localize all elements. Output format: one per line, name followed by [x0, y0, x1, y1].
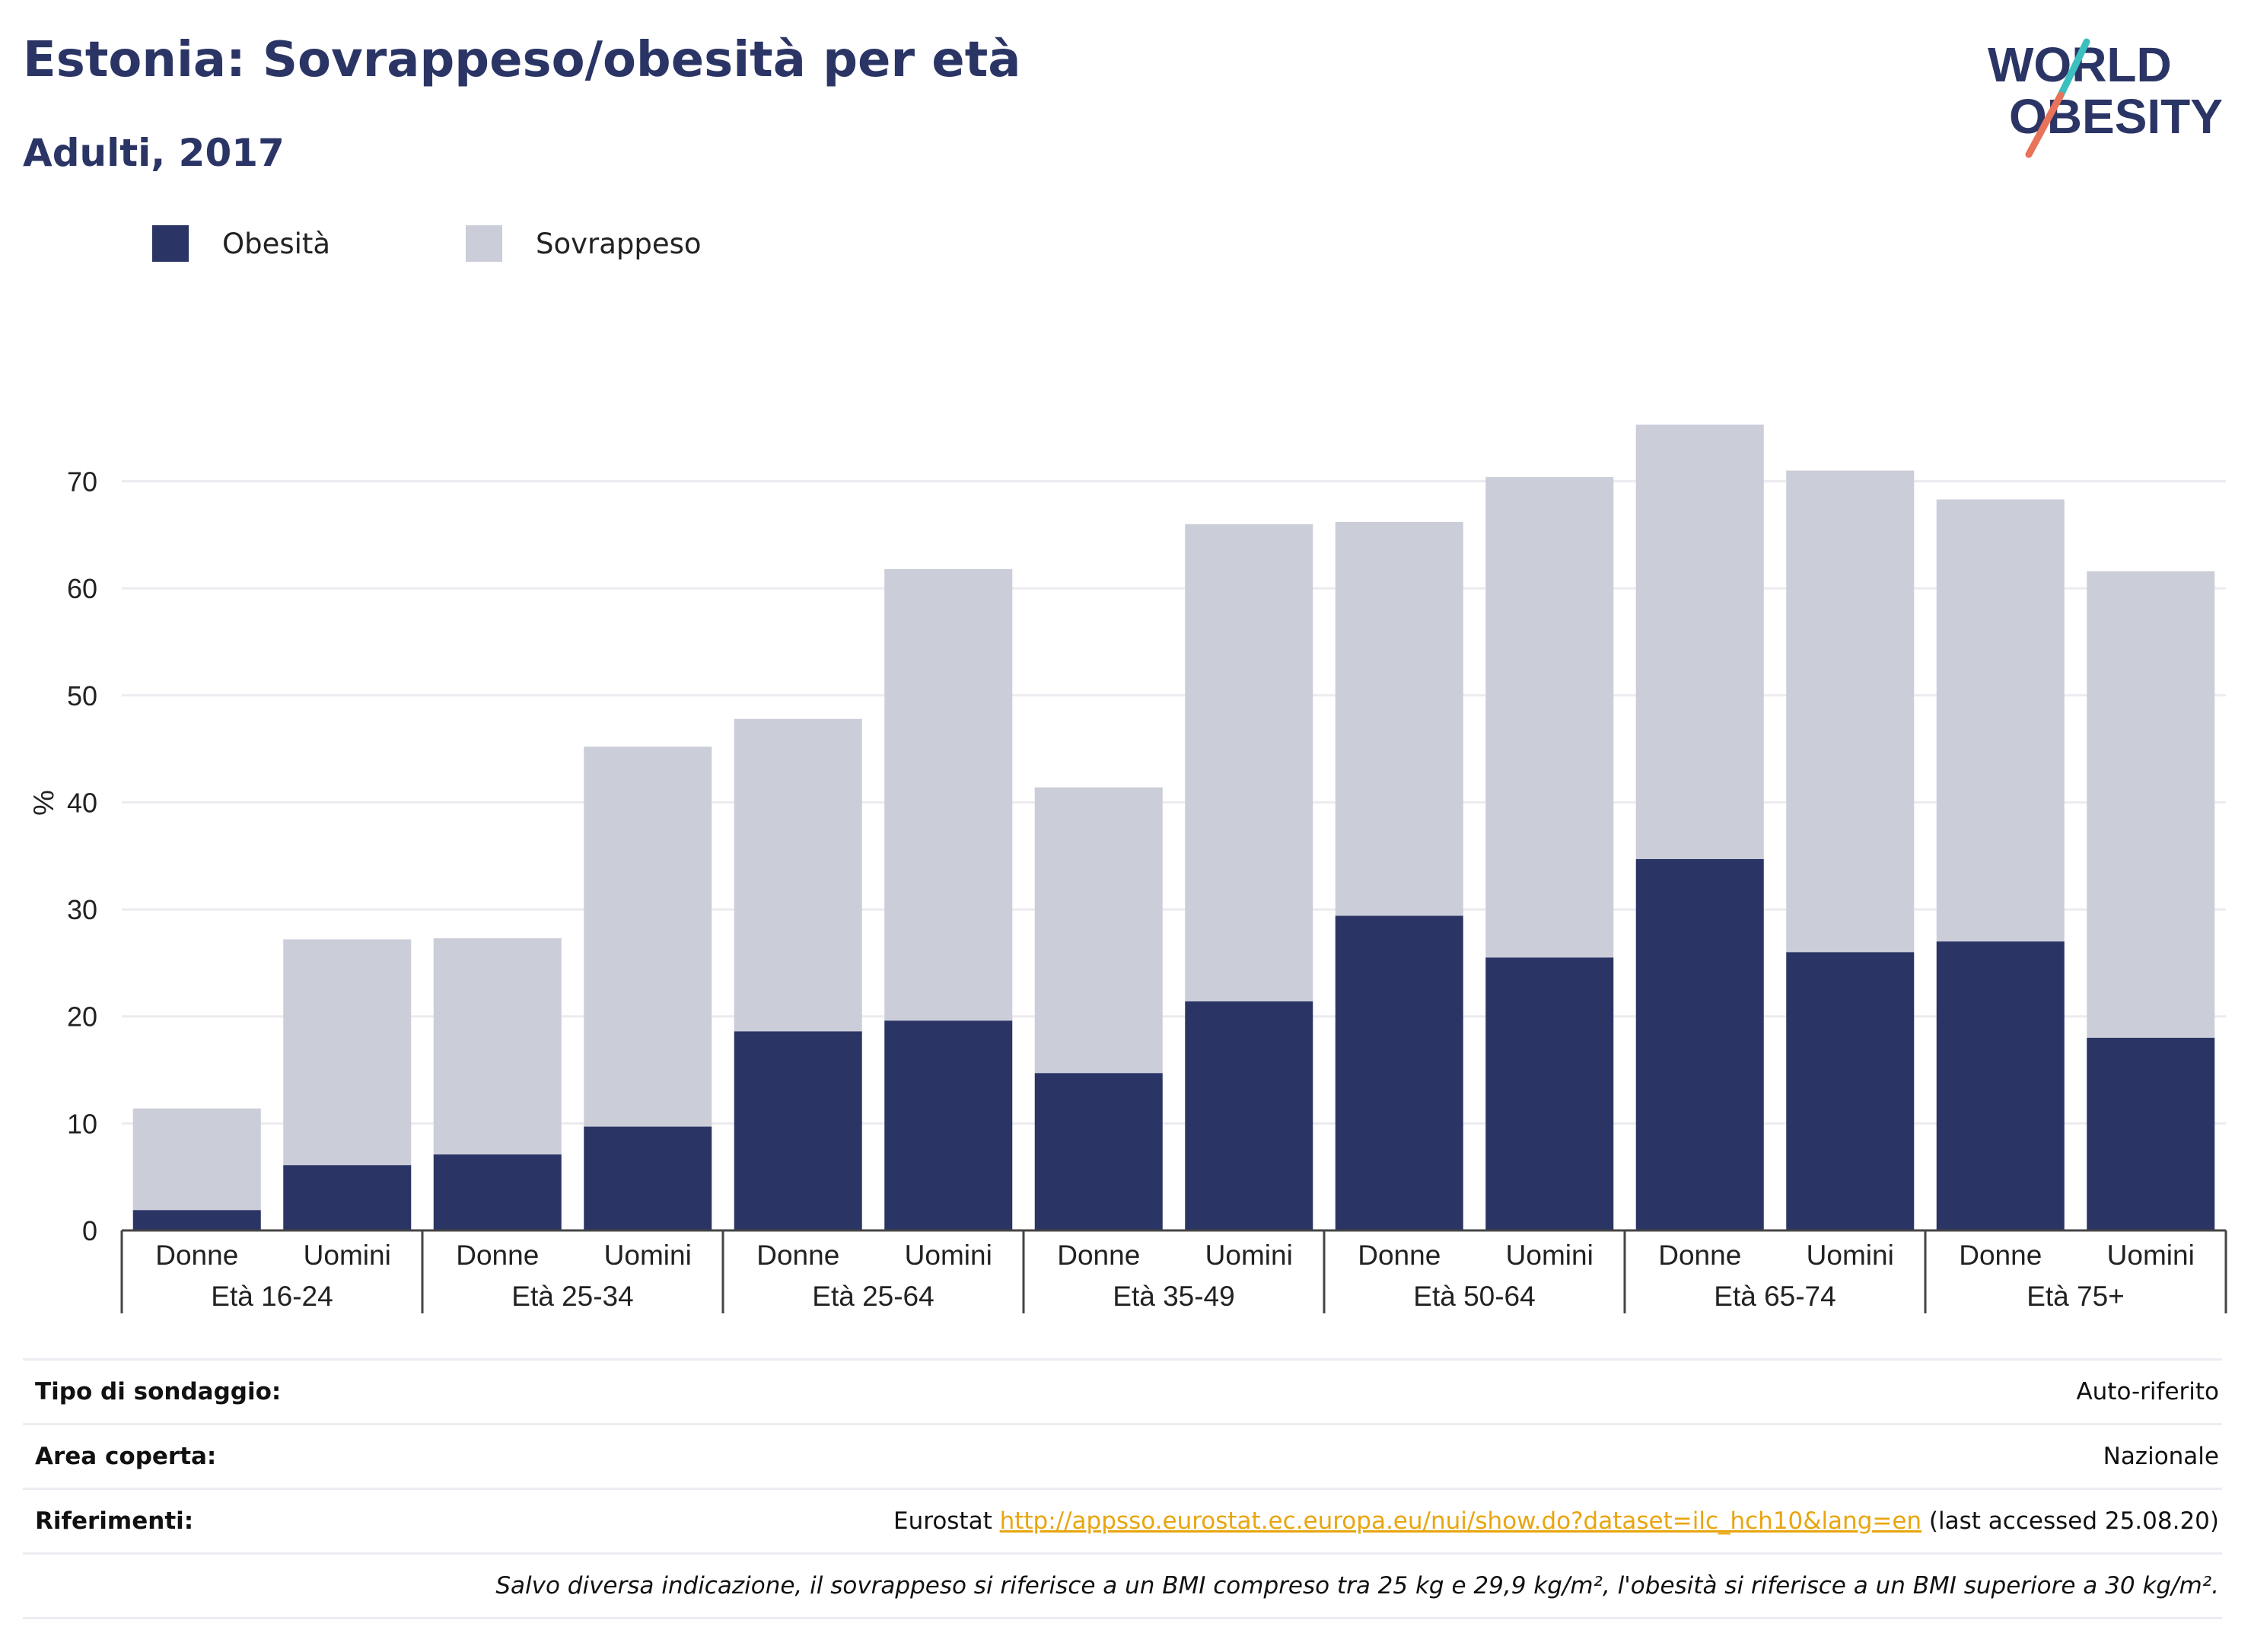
bar-overweight — [1786, 470, 1915, 953]
logo-line2: OBESITY — [2009, 89, 2223, 144]
info-table: Tipo di sondaggio: Auto-riferito Area co… — [23, 1358, 2222, 1619]
bar-obesity — [132, 1210, 261, 1230]
bar-overweight — [1335, 521, 1463, 916]
x-tick-label: Donne — [456, 1240, 539, 1271]
x-tick-label: Uomini — [304, 1240, 391, 1271]
info-row-references: Riferimenti: Eurostat http://appsso.euro… — [23, 1488, 2222, 1552]
y-tick-label: 30 — [67, 894, 97, 925]
x-tick-label: Uomini — [2107, 1240, 2195, 1271]
x-tick-label: Donne — [1057, 1240, 1140, 1271]
bar-overweight — [1185, 524, 1313, 1002]
group-label: Età 25-64 — [812, 1281, 934, 1312]
bar-overweight — [584, 746, 712, 1127]
y-tick-label: 50 — [67, 680, 97, 711]
group-label: Età 25-34 — [511, 1281, 633, 1312]
y-tick-label: 0 — [82, 1215, 97, 1246]
bar-obesity — [734, 1031, 862, 1230]
bar-overweight — [1034, 787, 1163, 1074]
x-tick-label: Uomini — [1205, 1240, 1293, 1271]
x-tick-label: Uomini — [905, 1240, 992, 1271]
reference-link[interactable]: http://appsso.eurostat.ec.europa.eu/nui/… — [999, 1507, 1922, 1535]
stacked-bar-chart: 0 10 20 30 40 50 60 70% Donne Uomini Donne Uomini Do… — [28, 424, 2227, 1313]
x-tick-label: Donne — [1959, 1240, 2042, 1271]
bar-overweight — [1936, 499, 2065, 942]
x-tick-label: Uomini — [1506, 1240, 1594, 1271]
reference-source: Eurostat — [893, 1507, 1000, 1535]
bar-overweight — [283, 939, 412, 1166]
bar-obesity — [1786, 952, 1915, 1230]
y-tick-label: 40 — [67, 787, 97, 818]
legend-label-obesity: Obesità — [222, 227, 331, 260]
x-tick-label: Donne — [1658, 1240, 1741, 1271]
legend-swatch-obesity — [152, 225, 189, 262]
info-row-survey-type: Tipo di sondaggio: Auto-riferito — [23, 1358, 2222, 1423]
legend-item-obesity: Obesità — [152, 225, 330, 262]
y-tick-label: 70 — [67, 466, 97, 498]
bar-overweight — [734, 718, 862, 1032]
legend-swatch-overweight — [466, 225, 502, 262]
group-label: Età 50-64 — [1413, 1281, 1535, 1312]
info-value-references: Eurostat http://appsso.eurostat.ec.europ… — [893, 1507, 2219, 1535]
x-tick-label: Donne — [1358, 1240, 1441, 1271]
logo-slash-coral — [2025, 91, 2065, 158]
bar-obesity — [1936, 941, 2065, 1230]
info-value-survey-type: Auto-riferito — [2076, 1378, 2219, 1405]
bar-obesity — [1034, 1073, 1163, 1230]
bar-obesity — [1485, 957, 1614, 1230]
world-obesity-logo: WORLD OBESITY — [1979, 34, 2230, 164]
info-label-coverage: Area coperta: — [35, 1443, 217, 1470]
chart-title: Estonia: Sovrappeso/obesità per età — [23, 32, 1021, 88]
bar-obesity — [1335, 915, 1463, 1230]
bar-obesity — [433, 1154, 562, 1230]
x-tick-label: Uomini — [604, 1240, 692, 1271]
info-label-survey-type: Tipo di sondaggio: — [35, 1378, 282, 1405]
info-row-note: Salvo diversa indicazione, il sovrappeso… — [23, 1552, 2222, 1619]
bar-obesity — [2087, 1037, 2215, 1230]
bar-obesity — [1635, 858, 1764, 1230]
bar-obesity — [1185, 1001, 1313, 1230]
y-axis-label: % — [28, 790, 60, 816]
logo-line1: WORLD — [1988, 37, 2172, 92]
bar-obesity — [884, 1020, 1013, 1230]
bar-obesity — [283, 1165, 412, 1230]
x-tick-label: Donne — [155, 1240, 238, 1271]
legend-item-overweight: Sovrappeso — [466, 225, 702, 262]
chart-subtitle: Adulti, 2017 — [23, 131, 285, 175]
reference-accessed: (last accessed 25.08.20) — [1921, 1507, 2219, 1535]
bar-overweight — [2087, 571, 2215, 1038]
x-tick-label: Uomini — [1807, 1240, 1894, 1271]
bar-overweight — [1635, 424, 1764, 859]
bar-obesity — [584, 1126, 712, 1230]
info-row-coverage: Area coperta: Nazionale — [23, 1423, 2222, 1488]
group-label: Età 16-24 — [211, 1281, 333, 1312]
x-tick-label: Donne — [756, 1240, 839, 1271]
bar-overweight — [132, 1108, 261, 1211]
info-label-references: Riferimenti: — [35, 1507, 194, 1535]
legend-label-overweight: Sovrappeso — [536, 227, 702, 260]
bar-overweight — [1485, 476, 1614, 958]
y-tick-label: 20 — [67, 1001, 97, 1033]
logo-slash-teal — [2057, 38, 2090, 99]
bar-overweight — [884, 568, 1013, 1021]
y-tick-label: 60 — [67, 573, 97, 604]
bar-overweight — [433, 938, 562, 1155]
y-tick-label: 10 — [67, 1108, 97, 1139]
group-label: Età 35-49 — [1113, 1281, 1234, 1312]
group-label: Età 65-74 — [1714, 1281, 1836, 1312]
info-value-coverage: Nazionale — [2103, 1443, 2219, 1470]
group-label: Età 75+ — [2027, 1281, 2125, 1312]
bmi-definition-note: Salvo diversa indicazione, il sovrappeso… — [495, 1572, 2219, 1599]
